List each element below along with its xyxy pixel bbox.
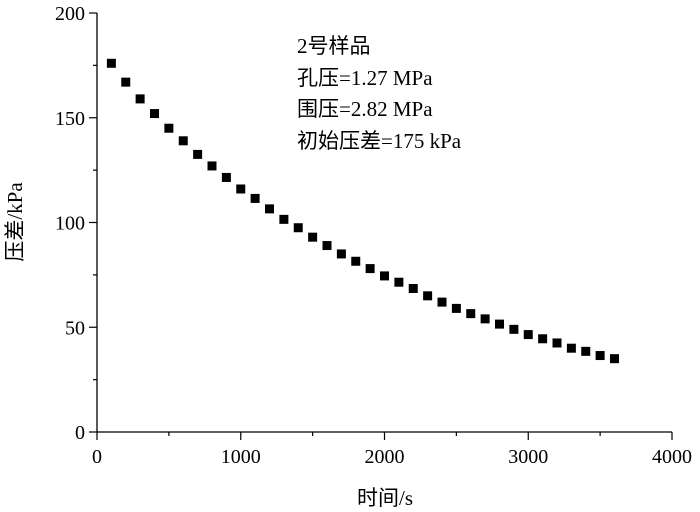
data-point xyxy=(308,232,318,242)
data-point xyxy=(566,343,576,353)
data-point xyxy=(595,351,605,361)
data-point xyxy=(408,283,418,293)
data-markers xyxy=(106,58,619,364)
x-axis-title: 时间/s xyxy=(357,486,413,510)
data-point xyxy=(250,193,260,203)
data-point xyxy=(451,303,461,313)
data-point xyxy=(523,330,533,340)
data-point xyxy=(207,161,217,171)
y-ticks: 0 50 100 150 200 xyxy=(55,3,97,444)
x-tick-label: 2000 xyxy=(365,446,405,468)
x-tick-label: 3000 xyxy=(508,446,548,468)
annotation-sample: 2号样品 xyxy=(297,34,371,58)
data-point xyxy=(336,249,346,259)
y-tick-label: 0 xyxy=(75,422,85,444)
data-point xyxy=(437,297,447,307)
data-point xyxy=(265,204,274,214)
data-point xyxy=(150,109,159,119)
annotation-pore-pressure: 孔压=1.27 MPa xyxy=(297,66,433,90)
data-point xyxy=(322,241,332,251)
y-tick-label: 100 xyxy=(55,213,85,235)
data-point xyxy=(178,136,188,146)
data-point xyxy=(538,334,548,344)
y-tick-label: 200 xyxy=(55,3,85,25)
x-ticks: 0 1000 2000 3000 4000 xyxy=(92,432,692,468)
data-point xyxy=(106,58,116,68)
data-point xyxy=(351,256,361,266)
annotation-block: 2号样品 孔压=1.27 MPa 围压=2.82 MPa 初始压差=175 kP… xyxy=(297,34,462,153)
data-point xyxy=(279,214,289,224)
data-point xyxy=(193,149,203,159)
data-point xyxy=(293,223,303,233)
data-point xyxy=(509,324,519,334)
x-tick-label: 4000 xyxy=(652,446,692,468)
data-point xyxy=(380,271,389,281)
data-point xyxy=(423,291,433,301)
data-point xyxy=(394,277,404,287)
data-point xyxy=(365,264,375,274)
data-point xyxy=(466,309,476,319)
annotation-initial-diff: 初始压差=175 kPa xyxy=(297,129,462,153)
x-tick-label: 1000 xyxy=(221,446,261,468)
y-axis-title: 压差/kPa xyxy=(3,182,27,262)
x-tick-label: 0 xyxy=(92,446,102,468)
data-point xyxy=(121,77,131,87)
data-point xyxy=(480,314,490,324)
data-point xyxy=(581,346,591,356)
y-tick-label: 150 xyxy=(55,108,85,130)
annotation-confining-pressure: 围压=2.82 MPa xyxy=(297,97,433,121)
data-point xyxy=(610,354,619,364)
data-point xyxy=(495,319,504,329)
data-point xyxy=(221,172,231,182)
data-point xyxy=(552,338,562,348)
y-tick-label: 50 xyxy=(65,317,85,339)
data-point xyxy=(164,123,174,133)
data-point xyxy=(135,94,145,104)
data-point xyxy=(236,184,246,194)
